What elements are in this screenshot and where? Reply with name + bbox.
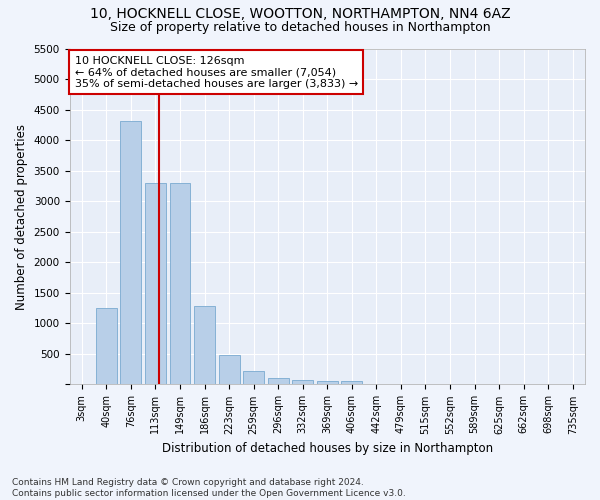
Bar [145, 183, 166, 384]
Text: 10 HOCKNELL CLOSE: 126sqm
← 64% of detached houses are smaller (7,054)
35% of se: 10 HOCKNELL CLOSE: 126sqm ← 64% of detac… [74, 56, 358, 89]
Bar [268, 378, 289, 384]
Bar [292, 380, 313, 384]
Text: Contains HM Land Registry data © Crown copyright and database right 2024.
Contai: Contains HM Land Registry data © Crown c… [12, 478, 406, 498]
Bar [317, 381, 338, 384]
Bar [194, 306, 215, 384]
Bar [121, 121, 142, 384]
Text: 10, HOCKNELL CLOSE, WOOTTON, NORTHAMPTON, NN4 6AZ: 10, HOCKNELL CLOSE, WOOTTON, NORTHAMPTON… [89, 8, 511, 22]
Text: Size of property relative to detached houses in Northampton: Size of property relative to detached ho… [110, 21, 490, 34]
Y-axis label: Number of detached properties: Number of detached properties [15, 124, 28, 310]
X-axis label: Distribution of detached houses by size in Northampton: Distribution of detached houses by size … [162, 442, 493, 455]
Bar [243, 372, 264, 384]
Bar [341, 382, 362, 384]
Bar [96, 308, 117, 384]
Bar [170, 183, 190, 384]
Bar [218, 354, 239, 384]
